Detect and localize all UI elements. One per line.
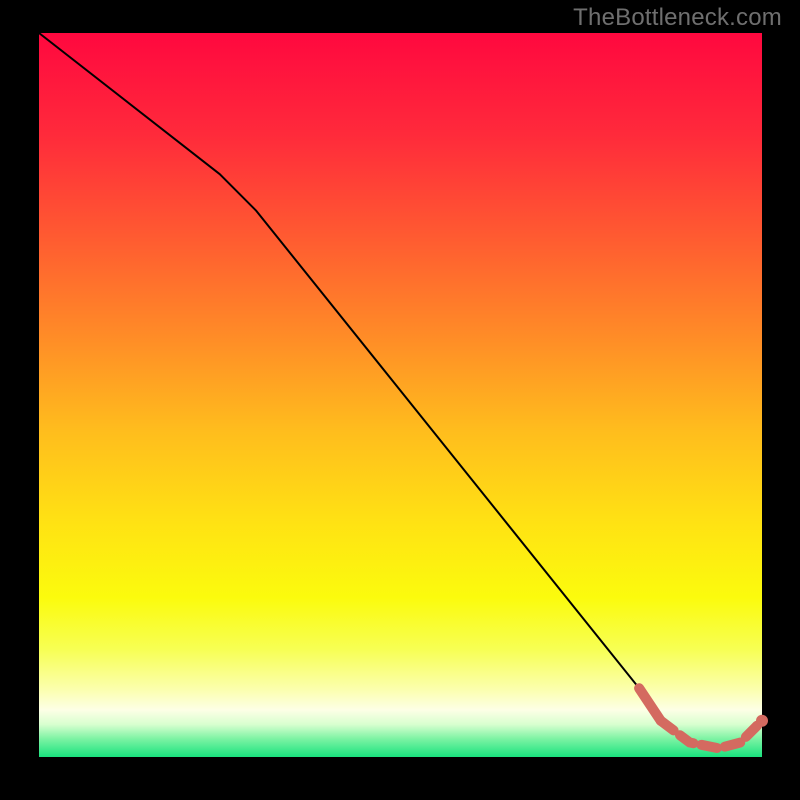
bottleneck-chart <box>0 0 800 800</box>
highlight-end-marker <box>756 715 768 727</box>
plot-background <box>39 33 762 757</box>
chart-container: TheBottleneck.com <box>0 0 800 800</box>
